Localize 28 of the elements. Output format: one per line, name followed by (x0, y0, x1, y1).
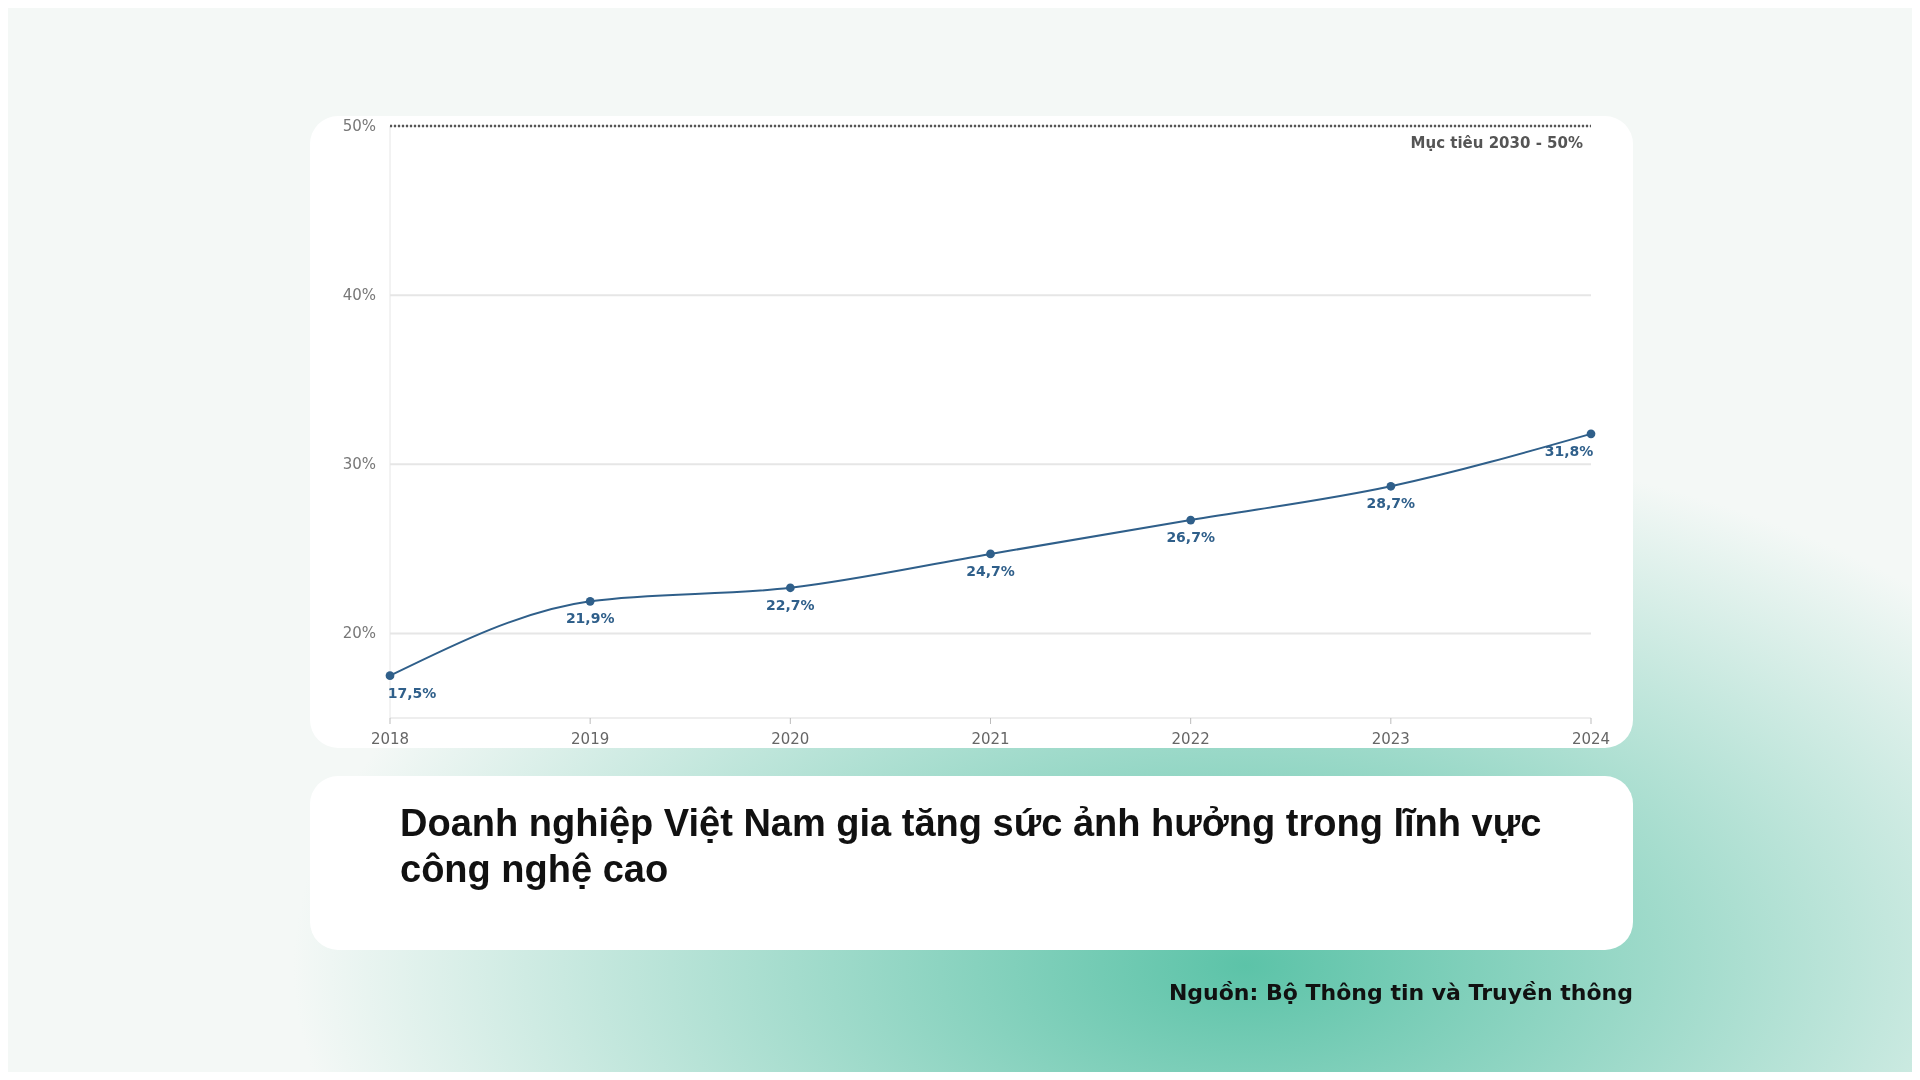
y-tick-label: 40% (342, 286, 376, 305)
x-tick-label: 2022 (1171, 730, 1210, 748)
point (1586, 429, 1596, 439)
y-tick-label: 50% (342, 117, 376, 135)
point (385, 671, 395, 681)
y-tick-label: 30% (342, 455, 376, 474)
data-label: 22,7% (766, 596, 815, 613)
x-tick-label: 2019 (571, 730, 610, 748)
text: Nguồn: Bộ Thông tin và Truyền thông (1168, 980, 1633, 1005)
data-label: 24,7% (966, 562, 1015, 579)
x-tick-label: 2020 (771, 730, 810, 748)
data-label: 17,5% (387, 684, 437, 701)
point (1386, 481, 1396, 491)
x-tick-label: 2018 (370, 730, 410, 748)
data-label: 31,8% (1544, 442, 1594, 459)
point (1186, 515, 1196, 525)
ref-line-label: Mục tiêu 2030 - 50% (1410, 134, 1583, 152)
y-tick-label: 20% (342, 624, 376, 643)
point (785, 583, 795, 593)
data-label: 26,7% (1166, 529, 1215, 546)
data-label: 21,9% (565, 610, 615, 627)
point (986, 549, 995, 559)
data-label: 28,7% (1366, 495, 1416, 512)
x-tick-label: 2021 (971, 730, 1010, 748)
point (585, 596, 595, 606)
x-tick-label: 2023 (1371, 730, 1410, 748)
text: Doanh nghiệp Việt Nam gia tăng sức ảnh hưởng trong lĩnh vực công nghệ cao (400, 801, 1543, 892)
x-tick-label: 2024 (1571, 730, 1611, 748)
